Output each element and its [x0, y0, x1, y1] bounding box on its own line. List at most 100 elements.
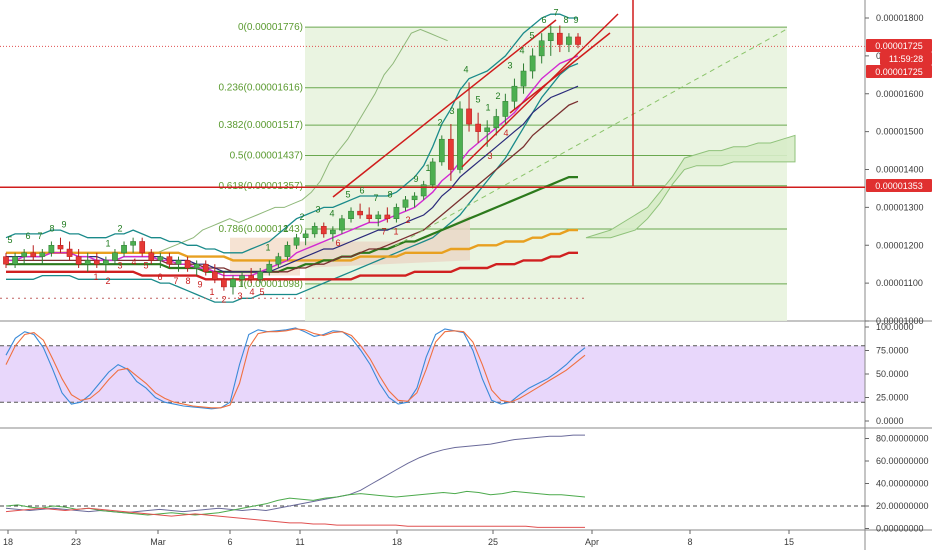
time-axis-label: 11 [295, 537, 304, 547]
sequential-count-down: 4 [503, 128, 508, 138]
candle-body [484, 127, 491, 132]
lagging-span-line [147, 28, 448, 258]
candle-body [284, 245, 291, 257]
candle-body [84, 260, 91, 265]
candle-body [538, 40, 545, 57]
candle-body [575, 36, 581, 45]
candle-body [266, 263, 273, 273]
time-axis-label: Mar [150, 537, 166, 547]
candle-body [139, 241, 146, 254]
sequential-count-up: 6 [25, 231, 30, 241]
candle-body [184, 260, 191, 269]
candle-body [393, 207, 400, 219]
candle-body [466, 108, 472, 125]
sequential-count-down: 2 [405, 215, 410, 225]
candle-body [166, 256, 173, 265]
candle-body [148, 252, 155, 261]
candle-body [311, 226, 318, 235]
sequential-count-up: 1 [485, 102, 490, 112]
ichimoku-cloud-block [300, 214, 470, 268]
candle-body [221, 279, 227, 288]
candle-body [257, 271, 264, 280]
sequential-count-up: 8 [387, 189, 392, 199]
candle-body [502, 101, 509, 117]
candle-body [357, 210, 363, 216]
time-axis-label: 18 [392, 537, 402, 547]
trend-channel-lower [509, 32, 611, 114]
sequential-count-up: 2 [495, 91, 500, 101]
price-tag-label: 0.00001725 [875, 67, 923, 77]
price-tag-label: 11:59:28 [889, 54, 923, 64]
sequential-count-down: 8 [185, 276, 190, 286]
moving-average-red [6, 251, 578, 281]
candle-body [48, 245, 55, 254]
candle-body [121, 245, 127, 254]
candle-body [66, 248, 73, 257]
sequential-count-up: 8 [563, 15, 568, 25]
candle-body [157, 256, 164, 261]
candle-body [475, 123, 481, 132]
fib-level-label: 1(0.00001098) [238, 279, 303, 290]
sequential-count-up: 4 [329, 208, 334, 218]
candle-body [211, 271, 218, 280]
price-axis-label: 0.00001500 [876, 127, 924, 137]
sequential-count-down: 1 [209, 287, 214, 297]
candle-body [12, 256, 18, 265]
price-axis-label: 0.00001800 [876, 13, 924, 23]
time-axis-label: 23 [71, 537, 81, 547]
trend-channel-line [461, 13, 619, 168]
sequential-count-down: 6 [157, 272, 162, 282]
sequential-count-up: 2 [117, 223, 122, 233]
candle-body [39, 252, 46, 257]
candle-body [556, 32, 563, 45]
bollinger-upper-band [5, 13, 578, 254]
candle-body [493, 116, 500, 129]
sequential-count-up: 1 [425, 163, 430, 173]
price-axis-label: 0.00001400 [876, 165, 924, 175]
sequential-count-down: 6 [335, 238, 340, 248]
sequential-count-down: 5 [259, 287, 264, 297]
time-axis-label: 25 [488, 537, 498, 547]
dmi-axis-label: 0.00000000 [876, 524, 924, 534]
price-tag [866, 65, 932, 78]
candle-body [420, 184, 427, 197]
candle-body [30, 252, 37, 257]
stoch-axis-label: 100.0000 [876, 322, 914, 332]
candle-body [239, 275, 245, 280]
candle-body [384, 214, 391, 219]
sequential-count-up: 1 [105, 239, 110, 249]
price-tag-label: 0.00001725 [875, 41, 923, 51]
sequential-count-up: 6 [359, 186, 364, 196]
sequential-count-up: 2 [437, 117, 442, 127]
price-axis-label: 0.00001200 [876, 240, 924, 250]
price-tag [880, 52, 932, 65]
candle-body [511, 85, 518, 102]
candle-body [57, 245, 64, 250]
candle-body [375, 214, 382, 219]
sequential-count-up: 5 [345, 189, 350, 199]
ema-short [6, 85, 579, 273]
candle-body [3, 256, 9, 265]
sequential-count-up: 9 [573, 15, 578, 25]
price-axis-label: 0.00001000 [876, 316, 924, 326]
candle-body [566, 36, 572, 45]
price-tag [866, 179, 932, 192]
sequential-count-up: 9 [413, 174, 418, 184]
sequential-count-up: 4 [519, 45, 524, 55]
candle-body [21, 252, 28, 257]
candle-body [529, 55, 536, 72]
fib-level-label: 0.382(0.00001517) [218, 120, 303, 131]
sequential-count-down: 5 [143, 261, 148, 271]
fib-level-label: 0(0.00001776) [238, 22, 303, 33]
fib-level-label: 0.5(0.00001437) [230, 150, 303, 161]
stoch-band-fill [0, 345, 865, 403]
dmi-axis-label: 20.00000000 [876, 501, 929, 511]
projection-dashed-line [394, 28, 788, 247]
sequential-count-down: 7 [381, 227, 386, 237]
sequential-count-down: 7 [173, 276, 178, 286]
stoch-axis-label: 75.0000 [876, 346, 909, 356]
candle-body [366, 214, 373, 219]
dmi-axis-label: 80.00000000 [876, 434, 929, 444]
sequential-count-up: 9 [61, 220, 66, 230]
